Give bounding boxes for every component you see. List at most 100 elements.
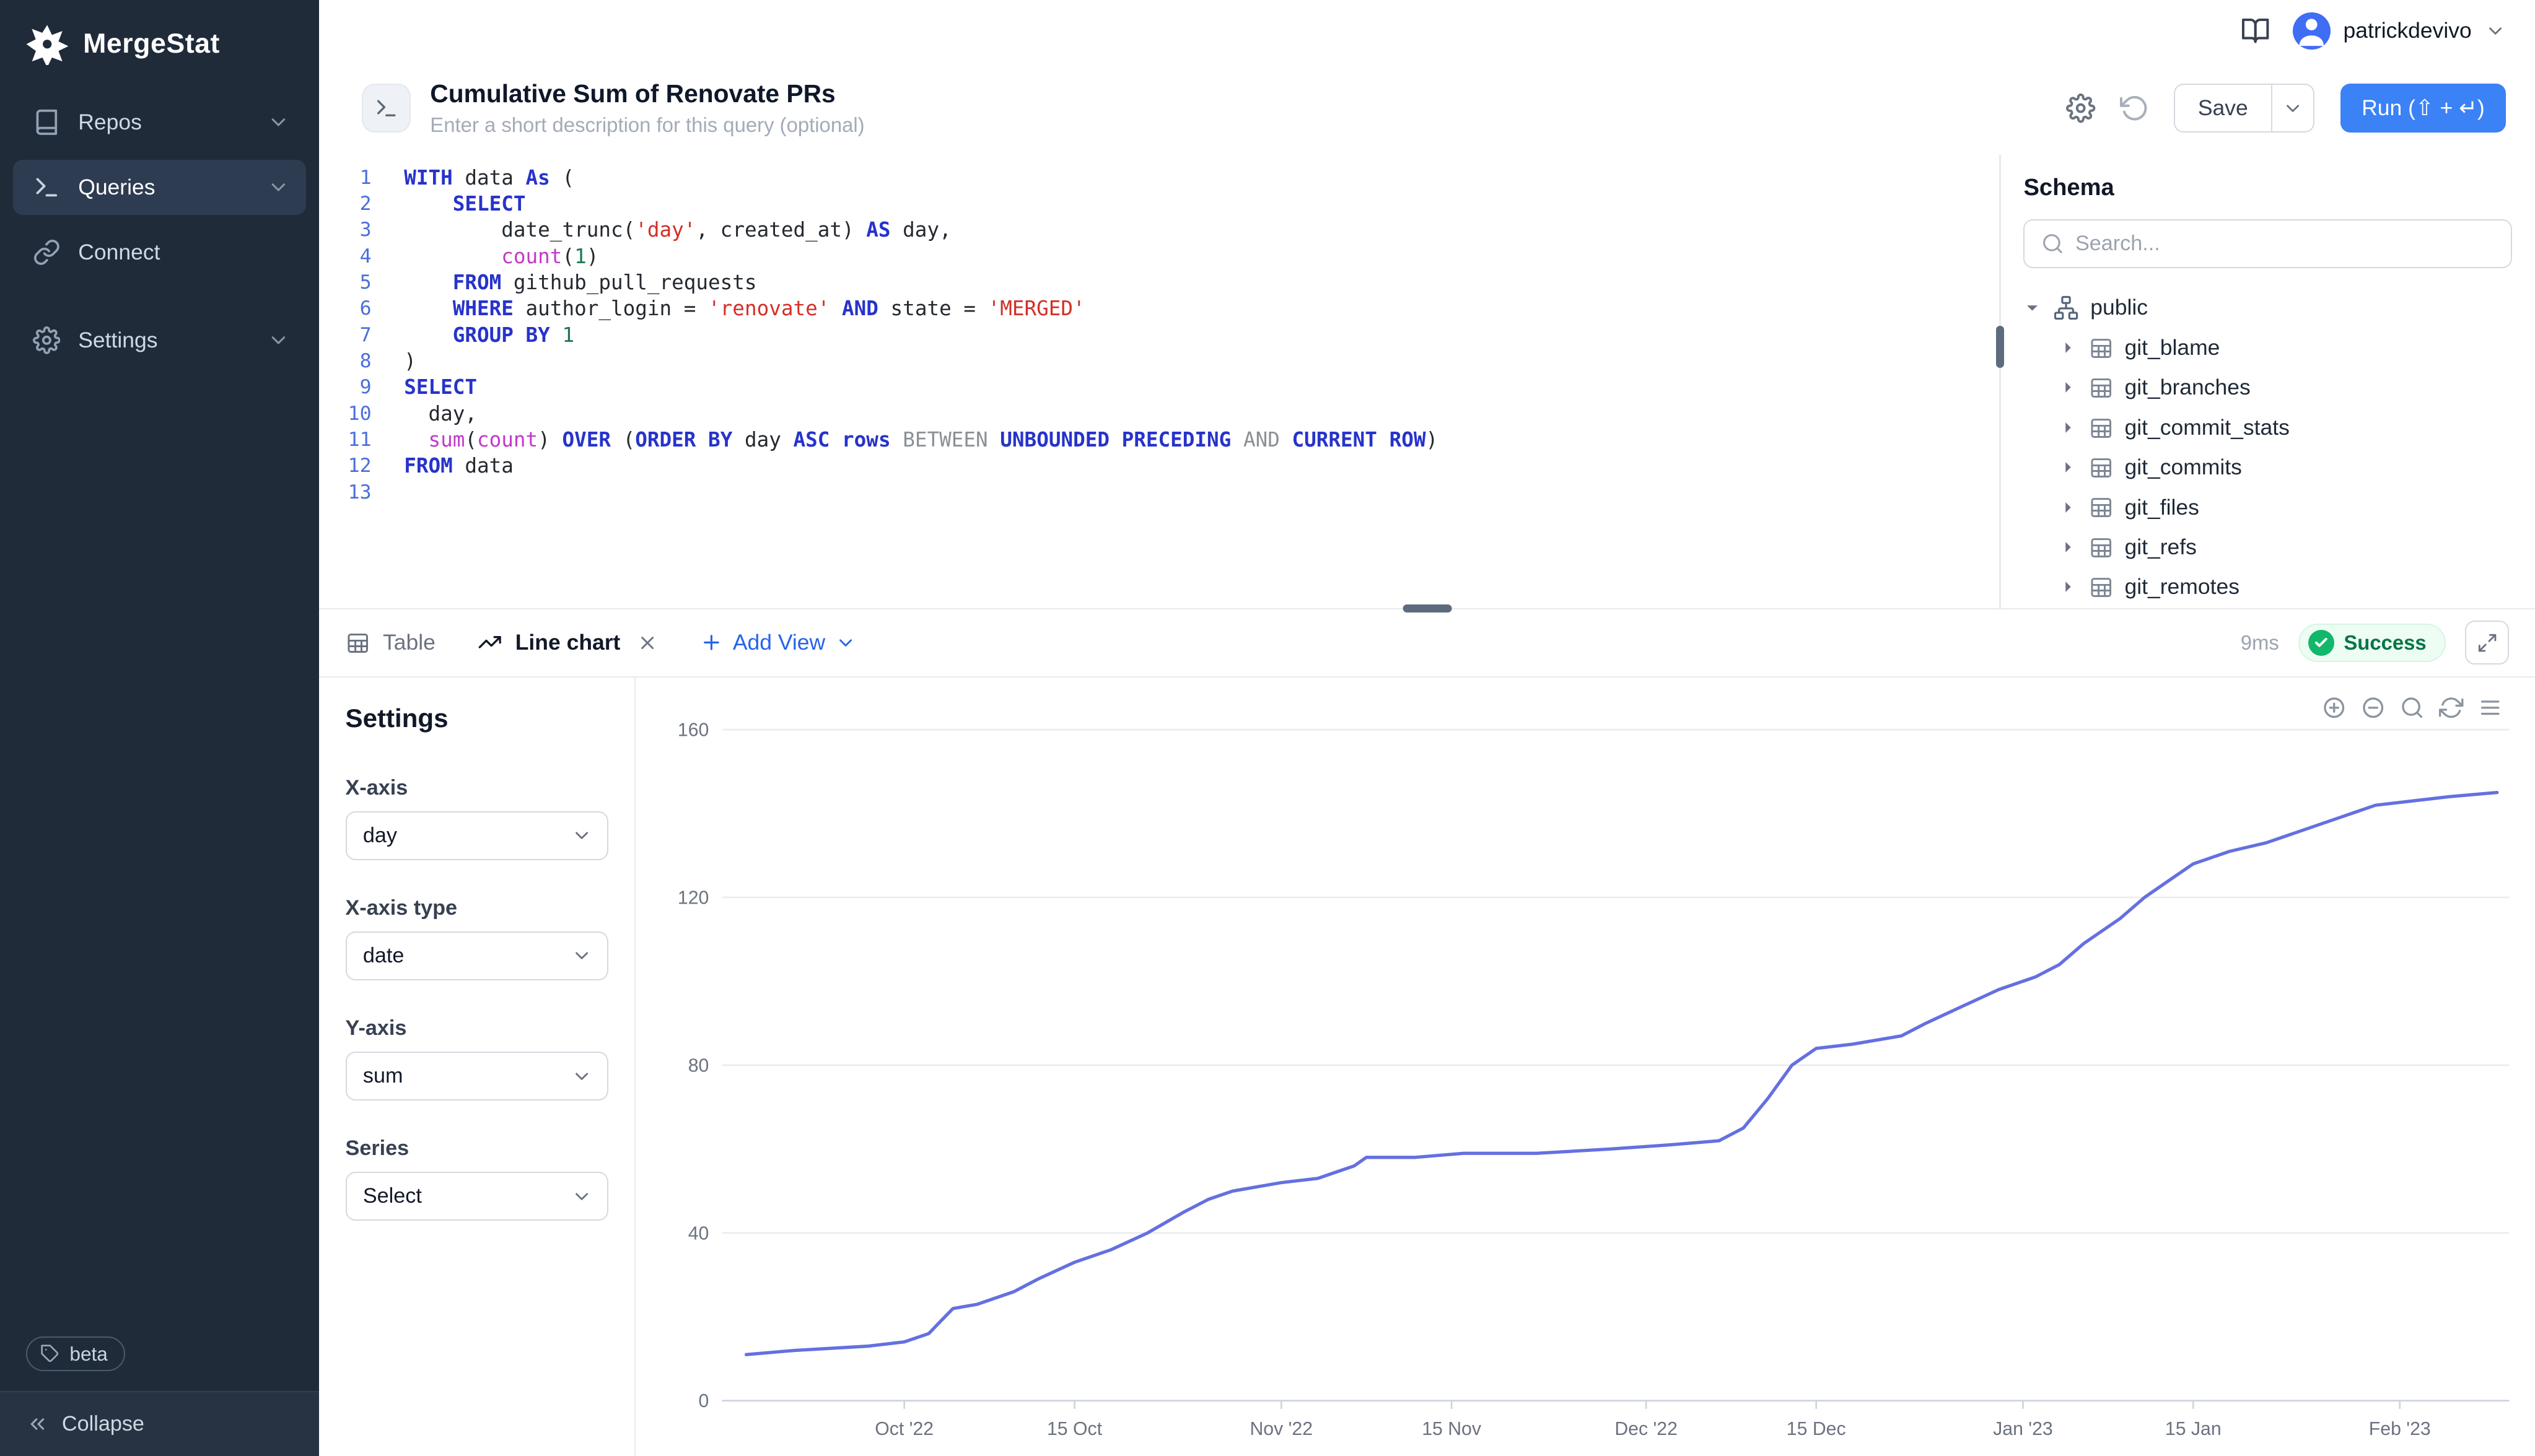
code-line[interactable]: WITH data As ( bbox=[404, 165, 575, 190]
series-line bbox=[744, 791, 2499, 1356]
history-icon[interactable] bbox=[2120, 94, 2149, 123]
sidebar-item-queries[interactable]: Queries bbox=[13, 159, 307, 216]
chart-panel: 0 40 80 120 160 Oct '22 15 Oct Nov '22 15 Nov Dec… bbox=[635, 678, 2535, 1456]
editor-code[interactable]: WITH data As ( SELECT date_trunc('day', … bbox=[391, 165, 1999, 608]
schema-table-git_blame[interactable]: git_blame bbox=[2023, 328, 2512, 367]
x-axis-select[interactable]: day bbox=[345, 811, 608, 860]
sidebar: MergeStat Repos Queries Connect Settings be… bbox=[0, 0, 320, 1456]
brand-name: MergeStat bbox=[83, 28, 220, 59]
x-axis-label: Oct '22 bbox=[875, 1419, 934, 1439]
terminal-icon bbox=[33, 173, 61, 201]
collapse-button[interactable]: Collapse bbox=[0, 1391, 320, 1456]
line-number: 3 bbox=[359, 219, 372, 242]
schema-table-git_files[interactable]: git_files bbox=[2023, 487, 2512, 527]
run-button[interactable]: Run (⇧ + ↵) bbox=[2340, 84, 2506, 133]
code-line[interactable]: FROM data bbox=[404, 454, 514, 478]
chevron-down-icon bbox=[571, 825, 592, 846]
sidebar-item-repos[interactable]: Repos bbox=[13, 95, 306, 150]
editor-gutter: 1 2 3 4 5 6 7 8 9 10 11 12 13 bbox=[319, 165, 391, 608]
username: patrickdevivo bbox=[2343, 18, 2472, 43]
magnifier-icon[interactable] bbox=[2400, 695, 2424, 720]
code-line[interactable]: date_trunc('day', created_at) AS day, bbox=[404, 218, 952, 242]
tab-line-chart[interactable]: Line chart bbox=[478, 630, 658, 655]
caret-right-icon bbox=[2059, 499, 2077, 517]
code-line[interactable]: FROM github_pull_requests bbox=[452, 270, 757, 294]
zoom-out-icon[interactable] bbox=[2361, 695, 2385, 720]
query-type-icon bbox=[361, 84, 411, 133]
tab-label: Line chart bbox=[515, 630, 621, 655]
query-title-block: Cumulative Sum of Renovate PRs bbox=[430, 79, 1131, 137]
table-icon bbox=[346, 630, 370, 655]
line-number: 4 bbox=[359, 245, 372, 268]
code-line[interactable]: SELECT bbox=[404, 375, 478, 399]
menu-icon[interactable] bbox=[2478, 695, 2502, 720]
tab-label: Table bbox=[383, 630, 436, 655]
workspace: 1 2 3 4 5 6 7 8 9 10 11 12 13 WITH data As ( SELECT … bbox=[319, 154, 2535, 613]
user-menu[interactable]: patrickdevivo bbox=[2293, 12, 2506, 50]
y-axis-select[interactable]: sum bbox=[345, 1052, 608, 1101]
brand[interactable]: MergeStat bbox=[0, 0, 319, 81]
schema-table-git_refs[interactable]: git_refs bbox=[2023, 527, 2512, 567]
code-line[interactable]: count(1) bbox=[501, 244, 599, 268]
beta-badge: beta bbox=[26, 1336, 126, 1372]
tag-icon bbox=[40, 1344, 60, 1364]
schema-search-input[interactable] bbox=[2075, 232, 2495, 256]
query-header: Cumulative Sum of Renovate PRs Save bbox=[319, 62, 2535, 155]
table-name: git_remotes bbox=[2124, 574, 2239, 599]
save-button[interactable]: Save bbox=[2174, 84, 2272, 133]
code-line[interactable]: SELECT bbox=[452, 191, 526, 216]
line-number: 1 bbox=[359, 166, 372, 189]
save-options-button[interactable] bbox=[2272, 84, 2314, 133]
avatar bbox=[2293, 12, 2331, 50]
query-description-input[interactable] bbox=[430, 113, 1131, 137]
line-number: 8 bbox=[359, 349, 372, 372]
chevron-down-icon bbox=[571, 1186, 592, 1207]
x-axis-label: 15 Nov bbox=[1422, 1419, 1482, 1439]
select-value: sum bbox=[362, 1064, 403, 1088]
code-line[interactable]: GROUP BY 1 bbox=[452, 323, 575, 347]
sql-editor[interactable]: 1 2 3 4 5 6 7 8 9 10 11 12 13 WITH data As ( SELECT … bbox=[319, 155, 1999, 608]
book-open-icon[interactable] bbox=[2241, 16, 2270, 45]
tab-table[interactable]: Table bbox=[346, 630, 436, 655]
zoom-in-icon[interactable] bbox=[2322, 695, 2346, 720]
schema-table-git_commits[interactable]: git_commits bbox=[2023, 447, 2512, 487]
chart-toolbar bbox=[2322, 695, 2503, 720]
query-duration: 9ms bbox=[2240, 630, 2279, 654]
sidebar-item-settings[interactable]: Settings bbox=[13, 313, 306, 368]
field-label: Y-axis bbox=[345, 1016, 407, 1040]
line-number: 11 bbox=[348, 428, 372, 451]
add-view-button[interactable]: Add View bbox=[700, 630, 856, 655]
line-chart: 0 40 80 120 160 Oct '22 15 Oct Nov '22 15 Nov Dec… bbox=[678, 720, 2510, 1439]
table-icon bbox=[2089, 375, 2113, 399]
splitter-grip[interactable] bbox=[1995, 325, 2004, 368]
add-view-label: Add View bbox=[732, 630, 826, 655]
sidebar-nav: Repos Queries Connect Settings bbox=[0, 81, 319, 368]
hierarchy-icon bbox=[2053, 295, 2079, 321]
series-select[interactable]: Select bbox=[345, 1172, 608, 1221]
settings-field-x-axis-type: X-axis type date bbox=[345, 896, 608, 980]
fullscreen-button[interactable] bbox=[2465, 621, 2510, 665]
code-line[interactable]: day, bbox=[404, 401, 478, 425]
schema-table-git_remotes[interactable]: git_remotes bbox=[2023, 567, 2512, 607]
code-line[interactable] bbox=[404, 479, 1999, 505]
schema-table-git_branches[interactable]: git_branches bbox=[2023, 368, 2512, 408]
sidebar-item-connect[interactable]: Connect bbox=[13, 225, 306, 280]
table-icon bbox=[2089, 575, 2113, 599]
results-status-area: 9ms Success bbox=[2240, 621, 2510, 665]
panel-splitter-grip[interactable] bbox=[1403, 604, 1452, 613]
code-line[interactable]: sum(count) OVER (ORDER BY day ASC rows B… bbox=[428, 427, 1438, 451]
code-line[interactable]: WHERE author_login = 'renovate' AND stat… bbox=[452, 297, 1085, 321]
gear-icon[interactable] bbox=[2066, 94, 2096, 123]
schema-table-git_commit_stats[interactable]: git_commit_stats bbox=[2023, 408, 2512, 447]
query-title[interactable]: Cumulative Sum of Renovate PRs bbox=[430, 79, 836, 108]
editor-schema-splitter[interactable] bbox=[1995, 154, 2004, 608]
y-axis-label: 120 bbox=[678, 888, 709, 909]
x-axis-type-select[interactable]: date bbox=[345, 931, 608, 980]
refresh-icon[interactable] bbox=[2439, 695, 2464, 720]
y-axis-label: 160 bbox=[678, 720, 709, 741]
close-icon[interactable] bbox=[637, 632, 658, 653]
schema-node-public[interactable]: public bbox=[2023, 288, 2512, 328]
code-line[interactable]: ) bbox=[404, 349, 416, 373]
table-icon bbox=[2089, 535, 2113, 559]
